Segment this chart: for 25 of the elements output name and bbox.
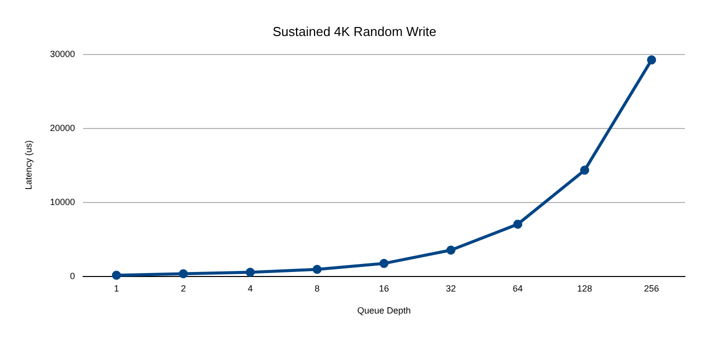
x-tick-label: 128 (577, 284, 592, 294)
x-tick-label: 64 (512, 284, 523, 294)
point (513, 220, 522, 229)
x-axis-title: Queue Depth (357, 306, 411, 316)
x-tick-label: 256 (644, 284, 660, 294)
y-tick-label: 20000 (50, 123, 75, 133)
chart-title: Sustained 4K Random Write (272, 24, 436, 39)
point (380, 258, 388, 268)
x-tick-label: 4 (248, 284, 253, 294)
x-tick-label: 1 (114, 284, 119, 294)
point (178, 269, 188, 278)
y-tick-label: 0 (70, 271, 75, 281)
point (446, 246, 456, 255)
x-tick-label: 16 (378, 284, 390, 294)
x-tick-label: 2 (180, 284, 186, 294)
x-tick-label: 8 (314, 284, 320, 294)
point (580, 166, 590, 175)
y-axis-title: Latency (us) (24, 140, 34, 190)
point (112, 270, 121, 280)
y-tick-label: 30000 (50, 49, 75, 59)
point (312, 264, 322, 274)
y-tick-label: 10000 (50, 197, 75, 207)
point (647, 55, 656, 64)
point (246, 268, 255, 277)
x-tick-label: 32 (446, 284, 456, 294)
